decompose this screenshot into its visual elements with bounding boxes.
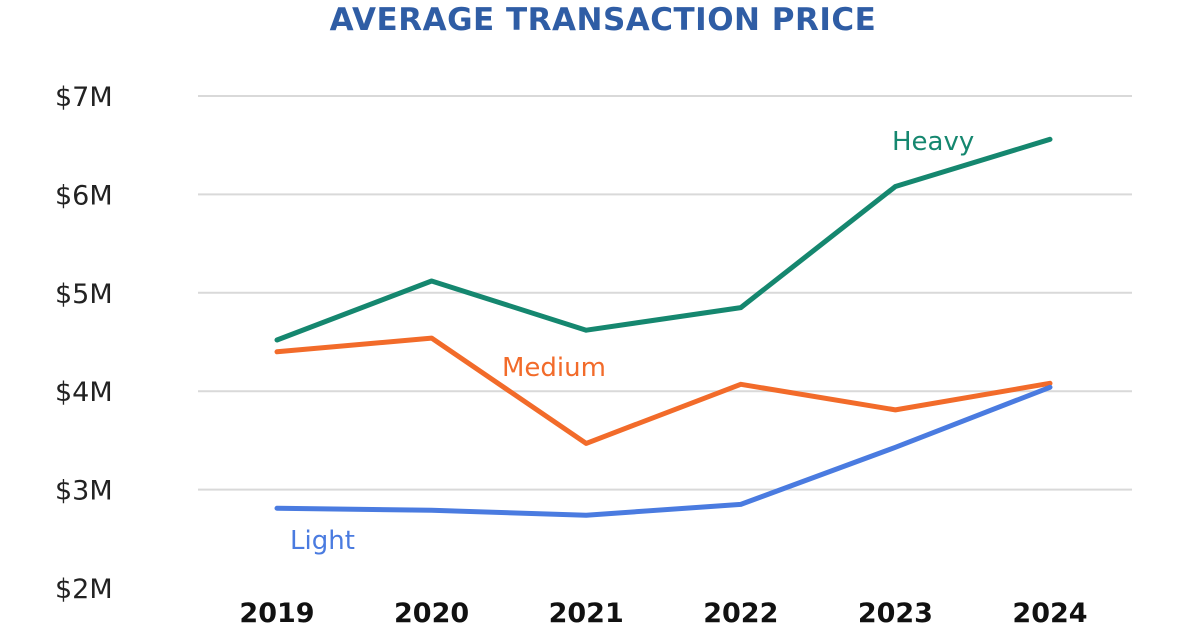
series-line-heavy [274, 136, 1053, 343]
x-tick-label: 2023 [858, 598, 933, 629]
series-labels: Heavy Medium Light [290, 127, 974, 556]
series-label-light: Light [290, 526, 355, 556]
y-tick-label: $5M [55, 279, 113, 310]
x-axis-tick-labels: 2019 2020 2021 2022 2023 2024 [239, 598, 1087, 629]
y-tick-label: $4M [55, 377, 113, 408]
y-tick-label: $6M [55, 180, 113, 211]
y-tick-label: $2M [55, 574, 113, 605]
y-tick-label: $7M [55, 82, 113, 113]
series-line-light [274, 384, 1053, 518]
series-label-medium: Medium [502, 353, 606, 383]
x-tick-label: 2019 [239, 598, 314, 629]
gridlines [198, 95, 1132, 491]
series-label-heavy: Heavy [892, 127, 974, 157]
x-tick-label: 2020 [394, 598, 469, 629]
y-tick-label: $3M [55, 476, 113, 507]
series-line-medium [274, 335, 1053, 446]
x-tick-label: 2024 [1012, 598, 1087, 629]
x-tick-label: 2021 [549, 598, 624, 629]
series-lines [274, 136, 1053, 518]
chart-title: AVERAGE TRANSACTION PRICE [330, 2, 877, 38]
y-axis-tick-labels: $2M $3M $4M $5M $6M $7M [55, 82, 113, 605]
x-tick-label: 2022 [703, 598, 778, 629]
